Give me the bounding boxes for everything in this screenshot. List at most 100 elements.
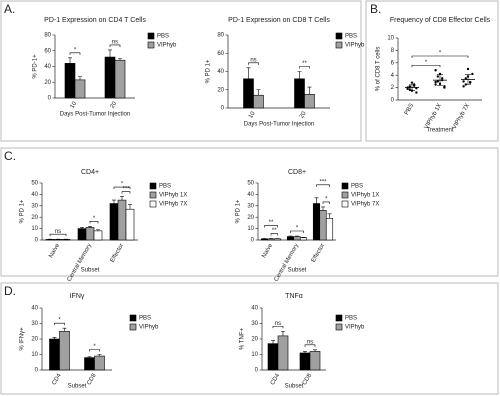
panel-frame (0, 0, 362, 142)
significance-label: * (74, 47, 77, 53)
legend-label: PBS (351, 184, 363, 190)
y-axis-label: % PD 1+ (206, 59, 212, 83)
x-tick-label: 10 (70, 100, 79, 109)
x-axis-label: Days Post-Tumor Injection (60, 112, 130, 118)
error-bar (288, 235, 293, 237)
bar (267, 343, 279, 371)
bar (267, 238, 275, 241)
y-tick-label: 40 (31, 192, 38, 198)
bar (77, 228, 87, 241)
legend-swatch (341, 182, 349, 190)
error-bar (465, 74, 471, 85)
dot (434, 83, 437, 86)
significance-bracket (54, 322, 65, 326)
y-tick-label: 20 (44, 80, 51, 86)
significance-label: * (296, 226, 299, 232)
bar (294, 78, 305, 109)
error-bar (281, 330, 285, 336)
x-tick-label: Central Memory (274, 243, 301, 283)
x-tick-label: 20 (299, 110, 308, 119)
significance-bracket (49, 233, 67, 237)
y-tick-label: 20 (217, 87, 224, 93)
dot (462, 80, 465, 83)
dot (408, 85, 411, 88)
bar (45, 239, 55, 241)
y-axis-label: % PD 1+ (20, 199, 26, 223)
y-axis-label: % of CD8 T cells (376, 47, 382, 91)
x-tick-label: VIPhyb 1X (424, 103, 443, 131)
dot (436, 75, 439, 78)
y-tick-label: 10 (251, 352, 258, 358)
x-axis-label: Treatment (426, 128, 453, 134)
y-tick-label: 30 (247, 203, 254, 209)
dot (441, 77, 444, 80)
y-tick-label: 30 (251, 321, 258, 327)
panel-label: C. (4, 149, 16, 163)
chart-title: PD-1 Expression on CD4 T Cells (44, 17, 146, 24)
y-tick-label: 0 (221, 106, 225, 112)
x-tick-label: Naive (261, 242, 274, 259)
significance-label: * (93, 344, 96, 350)
error-bar (327, 213, 332, 219)
legend-label: PBS (139, 316, 151, 322)
significance-bracket (113, 186, 131, 190)
significance-label: *** (319, 179, 327, 185)
significance-label: * (93, 216, 96, 222)
bar (304, 94, 315, 109)
dot (413, 84, 416, 87)
y-tick-label: 10 (247, 226, 254, 232)
y-tick-label: 2 (391, 85, 395, 91)
legend-swatch (335, 32, 343, 40)
significance-bracket (89, 221, 99, 224)
bar (299, 237, 308, 241)
y-tick-label: 50 (247, 181, 254, 187)
y-tick-label: 40 (217, 69, 224, 75)
legend-swatch (147, 41, 155, 49)
y-tick-label: 20 (251, 337, 258, 343)
legend-swatch (149, 191, 157, 199)
chart-title: TNFα (285, 293, 303, 300)
x-tick-label: Central Memory (67, 243, 94, 283)
y-axis-label: % IFNγ+ (20, 327, 26, 351)
significance-label: ** (272, 228, 277, 234)
significance-bracket (304, 344, 316, 347)
legend-swatch (341, 191, 349, 199)
y-tick-label: 10 (31, 352, 38, 358)
legend-label: PBS (345, 34, 357, 40)
significance-label: * (58, 318, 61, 324)
dot (436, 80, 439, 83)
bar (243, 78, 254, 109)
legend-label: VIPhyb 7X (159, 202, 187, 208)
x-tick-label: Effector (311, 243, 326, 264)
y-tick-label: 40 (31, 306, 38, 312)
significance-label: * (325, 197, 328, 203)
legend-label: PBS (159, 184, 171, 190)
significance-bracket (264, 225, 278, 228)
significance-label: ns (112, 40, 118, 46)
error-bar (313, 349, 317, 352)
y-tick-label: 0 (255, 368, 259, 374)
legend-swatch (335, 314, 343, 322)
significance-bracket (272, 325, 284, 329)
error-bar (80, 227, 84, 229)
error-bar (96, 229, 100, 231)
legend-swatch (129, 314, 137, 322)
error-bar (128, 204, 132, 210)
bar (273, 238, 282, 241)
error-bar (303, 351, 307, 353)
panel-frame (0, 147, 499, 277)
x-axis-label: Subset (288, 268, 307, 274)
panel-label: B. (370, 2, 381, 16)
error-bar (246, 67, 251, 79)
y-tick-label: 20 (247, 215, 254, 221)
error-bar (409, 84, 415, 91)
significance-label: * (121, 182, 124, 188)
y-tick-label: 60 (217, 51, 224, 57)
legend-label: VIPhyb (139, 325, 159, 331)
y-tick-label: 40 (251, 306, 258, 312)
error-bar (88, 226, 92, 228)
dot (434, 80, 437, 84)
significance-bracket (89, 349, 100, 352)
y-tick-label: 8 (391, 48, 395, 54)
legend-label: PBS (345, 316, 357, 322)
